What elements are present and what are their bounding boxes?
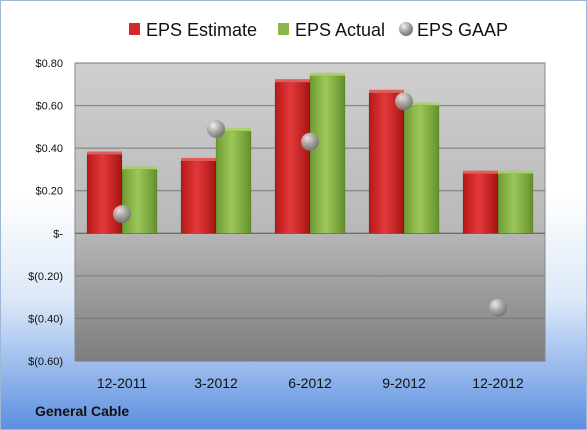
- bar-cap: [498, 170, 533, 174]
- actual-bar-12-2011: [121, 169, 158, 234]
- legend-label: EPS Estimate: [146, 20, 257, 40]
- y-tick-label: $0.80: [35, 58, 63, 70]
- x-category-label: 12-2012: [472, 375, 524, 391]
- estimate-bar-12-2012: [462, 173, 499, 234]
- bar-cap: [181, 157, 216, 161]
- estimate-bar-6-2012: [274, 81, 311, 234]
- bars: [86, 72, 534, 234]
- actual-bar-9-2012: [403, 105, 440, 234]
- bar-cap: [463, 170, 498, 174]
- bar-cap: [216, 128, 251, 132]
- x-category-label: 12-2011: [97, 375, 148, 391]
- x-category-label: 6-2012: [288, 375, 332, 391]
- y-tick-label: $0.20: [35, 186, 63, 198]
- bar-cap: [404, 102, 439, 106]
- gaap-point-6-2012: [301, 132, 319, 151]
- gaap-point-3-2012: [207, 119, 225, 138]
- y-tick-label: $(0.40): [28, 313, 63, 325]
- y-tick-label: $(0.60): [28, 356, 63, 368]
- gaap-points: [113, 92, 507, 317]
- y-tick-label: $0.60: [35, 101, 63, 113]
- bar-cap: [275, 79, 310, 83]
- bar-cap: [369, 89, 404, 93]
- legend-swatch: [399, 22, 413, 36]
- y-axis-ticks: $(0.60) $(0.40) $(0.20) $- $0.20 $0.40 $0.60 $0…: [28, 58, 63, 368]
- estimate-bar-3-2012: [180, 160, 217, 234]
- bar-cap: [310, 72, 345, 76]
- actual-bar-6-2012: [309, 75, 346, 234]
- y-tick-label: $0.40: [35, 143, 63, 155]
- legend-swatch: [129, 23, 140, 35]
- bar-cap: [122, 166, 157, 170]
- bar-cap: [87, 151, 122, 155]
- y-tick-label: $(0.20): [28, 271, 63, 283]
- gaap-point-9-2012: [395, 92, 413, 111]
- gaap-point-12-2012: [489, 298, 507, 317]
- actual-bar-12-2012: [497, 173, 534, 234]
- legend-label: EPS GAAP: [417, 20, 508, 40]
- estimate-bar-9-2012: [368, 92, 405, 234]
- actual-bar-3-2012: [215, 130, 252, 234]
- estimate-bar-12-2011: [86, 154, 123, 234]
- x-axis-categories: 12-2011 3-2012 6-2012 9-2012 12-2012: [97, 375, 524, 391]
- y-tick-label: $-: [53, 228, 63, 240]
- x-category-label: 3-2012: [194, 375, 238, 391]
- x-category-label: 9-2012: [382, 375, 426, 391]
- company-name: General Cable: [35, 403, 130, 419]
- legend-swatch: [278, 23, 289, 35]
- gaap-point-12-2011: [113, 205, 131, 224]
- legend-label: EPS Actual: [295, 20, 385, 40]
- legend: EPS Estimate EPS Actual EPS GAAP: [129, 20, 508, 40]
